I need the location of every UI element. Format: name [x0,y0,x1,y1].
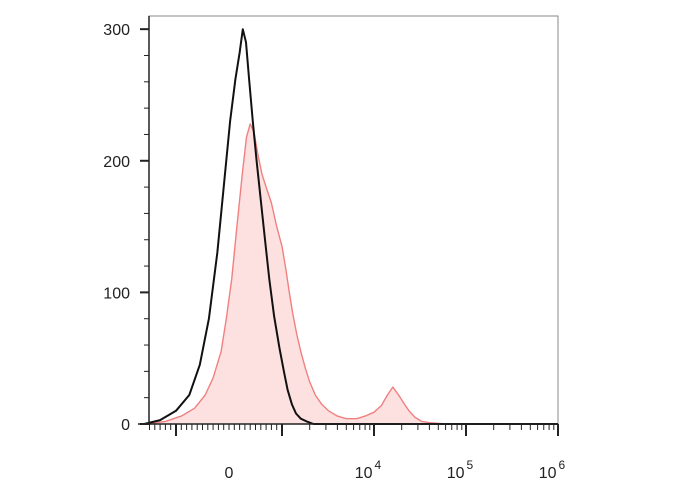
x-tick-label: 10 6 [539,458,566,482]
y-tick-label: 300 [103,22,130,39]
series-layer [143,28,558,425]
x-axis-ticks [149,424,559,436]
y-tick-label: 100 [103,285,130,302]
y-tick-label: 200 [103,154,130,171]
x-tick-label: 10 5 [447,458,474,482]
plot-area [148,15,559,425]
y-tick-label: 0 [121,417,130,434]
series-1-line [144,123,558,425]
x-tick-label: 10 4 [355,458,382,482]
y-axis-ticks [140,28,149,425]
series-1-area [144,123,558,425]
y-axis-tick-labels: 0 100 200 300 [103,22,130,434]
x-axis-tick-labels: 0 10 4 10 5 10 6 [225,458,566,482]
series-2-line [143,28,558,425]
x-tick-label: 0 [225,465,234,482]
